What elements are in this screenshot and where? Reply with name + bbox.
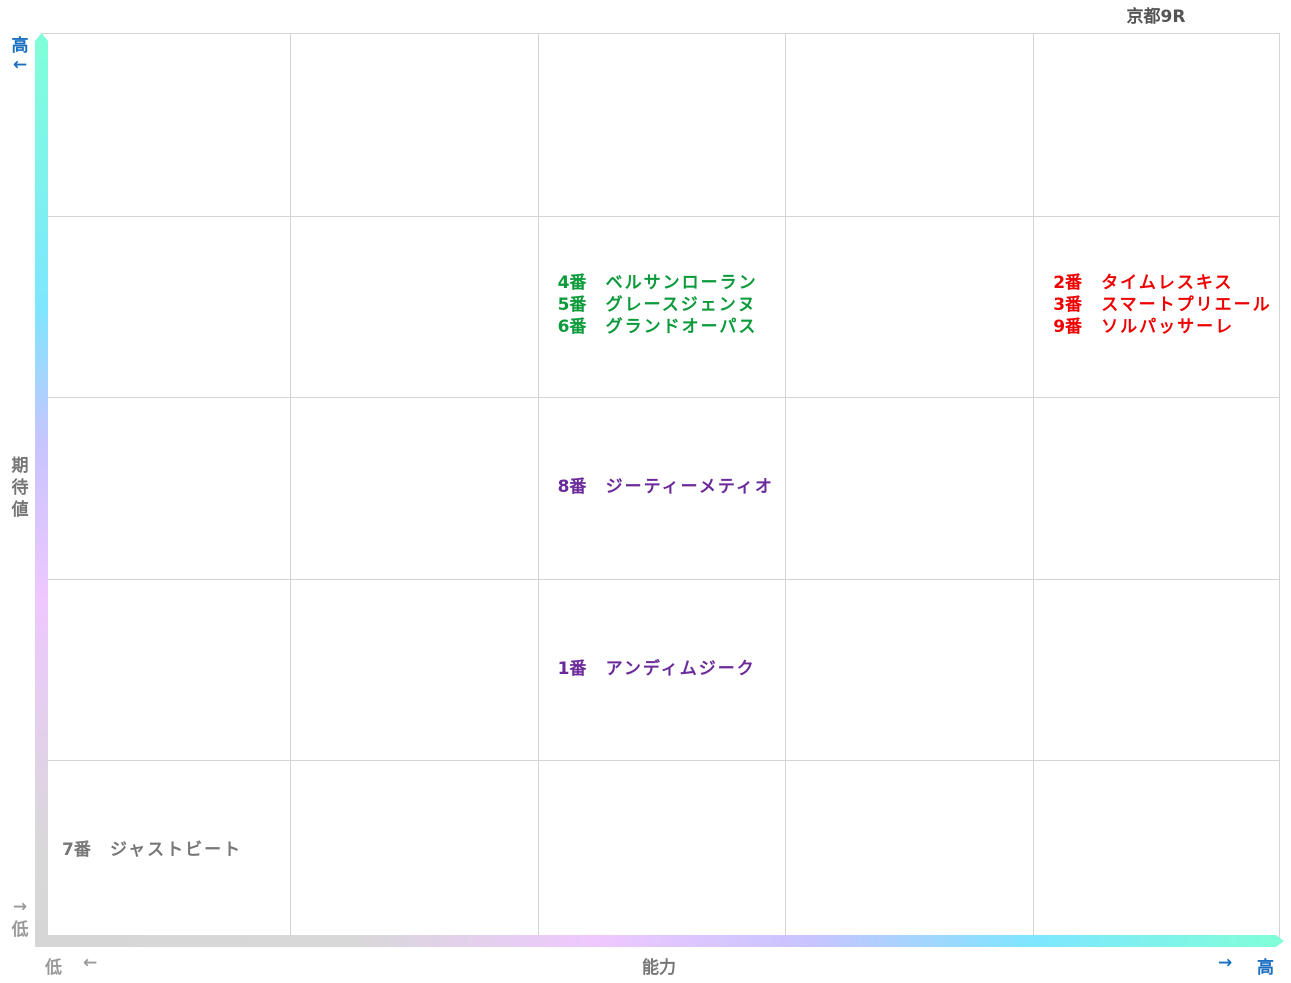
grid-row-line [42,397,1279,399]
horse-name: ソルパッサーレ [1101,317,1235,338]
y-axis-gradient-arrow [35,33,48,947]
grid-row-line [42,215,1279,217]
horse-name: スマートプリエール [1101,295,1272,316]
x-axis-low-label: 低 [45,958,62,978]
y-axis-high-arrow-icon: ← [12,55,28,75]
grid-column-line [289,34,291,940]
grid-row-line [42,578,1279,580]
horse-number: 8番 [557,477,587,497]
horse-number: 6番 [557,317,587,338]
grid-column-line [785,34,787,940]
horse-entry: 3番 スマートプリエール [1053,294,1272,316]
grid-row-line [42,760,1279,762]
horse-name: グランドオーパス [605,317,758,338]
horse-entry: 9番 ソルパッサーレ [1053,316,1272,338]
x-axis-high-arrow-icon: → [1218,953,1233,973]
horse-group: 8番 ジーティーメティオ [558,476,774,498]
horse-number: 1番 [557,658,587,679]
y-axis-label-text: 期待値 [11,456,29,520]
grid-column-line [1033,34,1035,940]
horse-number: 4番 [557,273,587,294]
horse-number: 2番 [1053,273,1083,294]
grid-column-line [537,34,539,940]
y-axis-high-label: 高 [11,36,29,56]
horse-group: 1番 アンディムジーク [558,658,756,680]
horse-number: 5番 [557,295,587,316]
x-axis-low-arrow-icon: ← [83,953,98,973]
horse-name: グレースジェンヌ [605,295,757,316]
x-axis-label: 能力 [642,958,676,978]
horse-name: ジーティーメティオ [605,477,774,497]
y-axis-label: 期待値 [10,455,30,521]
horse-name: ベルサンローラン [605,273,758,294]
horse-number: 9番 [1053,317,1083,338]
horse-group: 4番 ベルサンローラン 5番 グレースジェンヌ 6番 グランドオーパス [558,272,758,338]
horse-name: タイムレスキス [1101,273,1234,294]
horse-name: ジャストビート [110,840,243,861]
horse-number: 3番 [1053,295,1083,316]
horse-number: 7番 [62,840,91,861]
horse-group: 2番 タイムレスキス 3番 スマートプリエール 9番 ソルパッサーレ [1053,272,1272,338]
horse-group: 7番 ジャストビート [62,839,242,861]
y-axis-low-arrow-icon: → [12,897,28,917]
horse-entry: 7番 ジャストビート [62,839,242,861]
horse-entry: 4番 ベルサンローラン [558,272,758,294]
y-axis-low-label: 低 [11,920,29,940]
horse-entry: 2番 タイムレスキス [1053,272,1272,294]
horse-entry: 1番 アンディムジーク [558,658,756,680]
horse-name: アンディムジーク [605,658,756,679]
x-axis-high-label: 高 [1257,958,1274,978]
horse-entry: 5番 グレースジェンヌ [558,294,758,316]
x-axis-gradient-arrow [35,935,1284,947]
horse-entry: 6番 グランドオーパス [558,316,758,338]
race-title: 京都9R [1126,7,1186,27]
horse-entry: 8番 ジーティーメティオ [558,476,774,498]
